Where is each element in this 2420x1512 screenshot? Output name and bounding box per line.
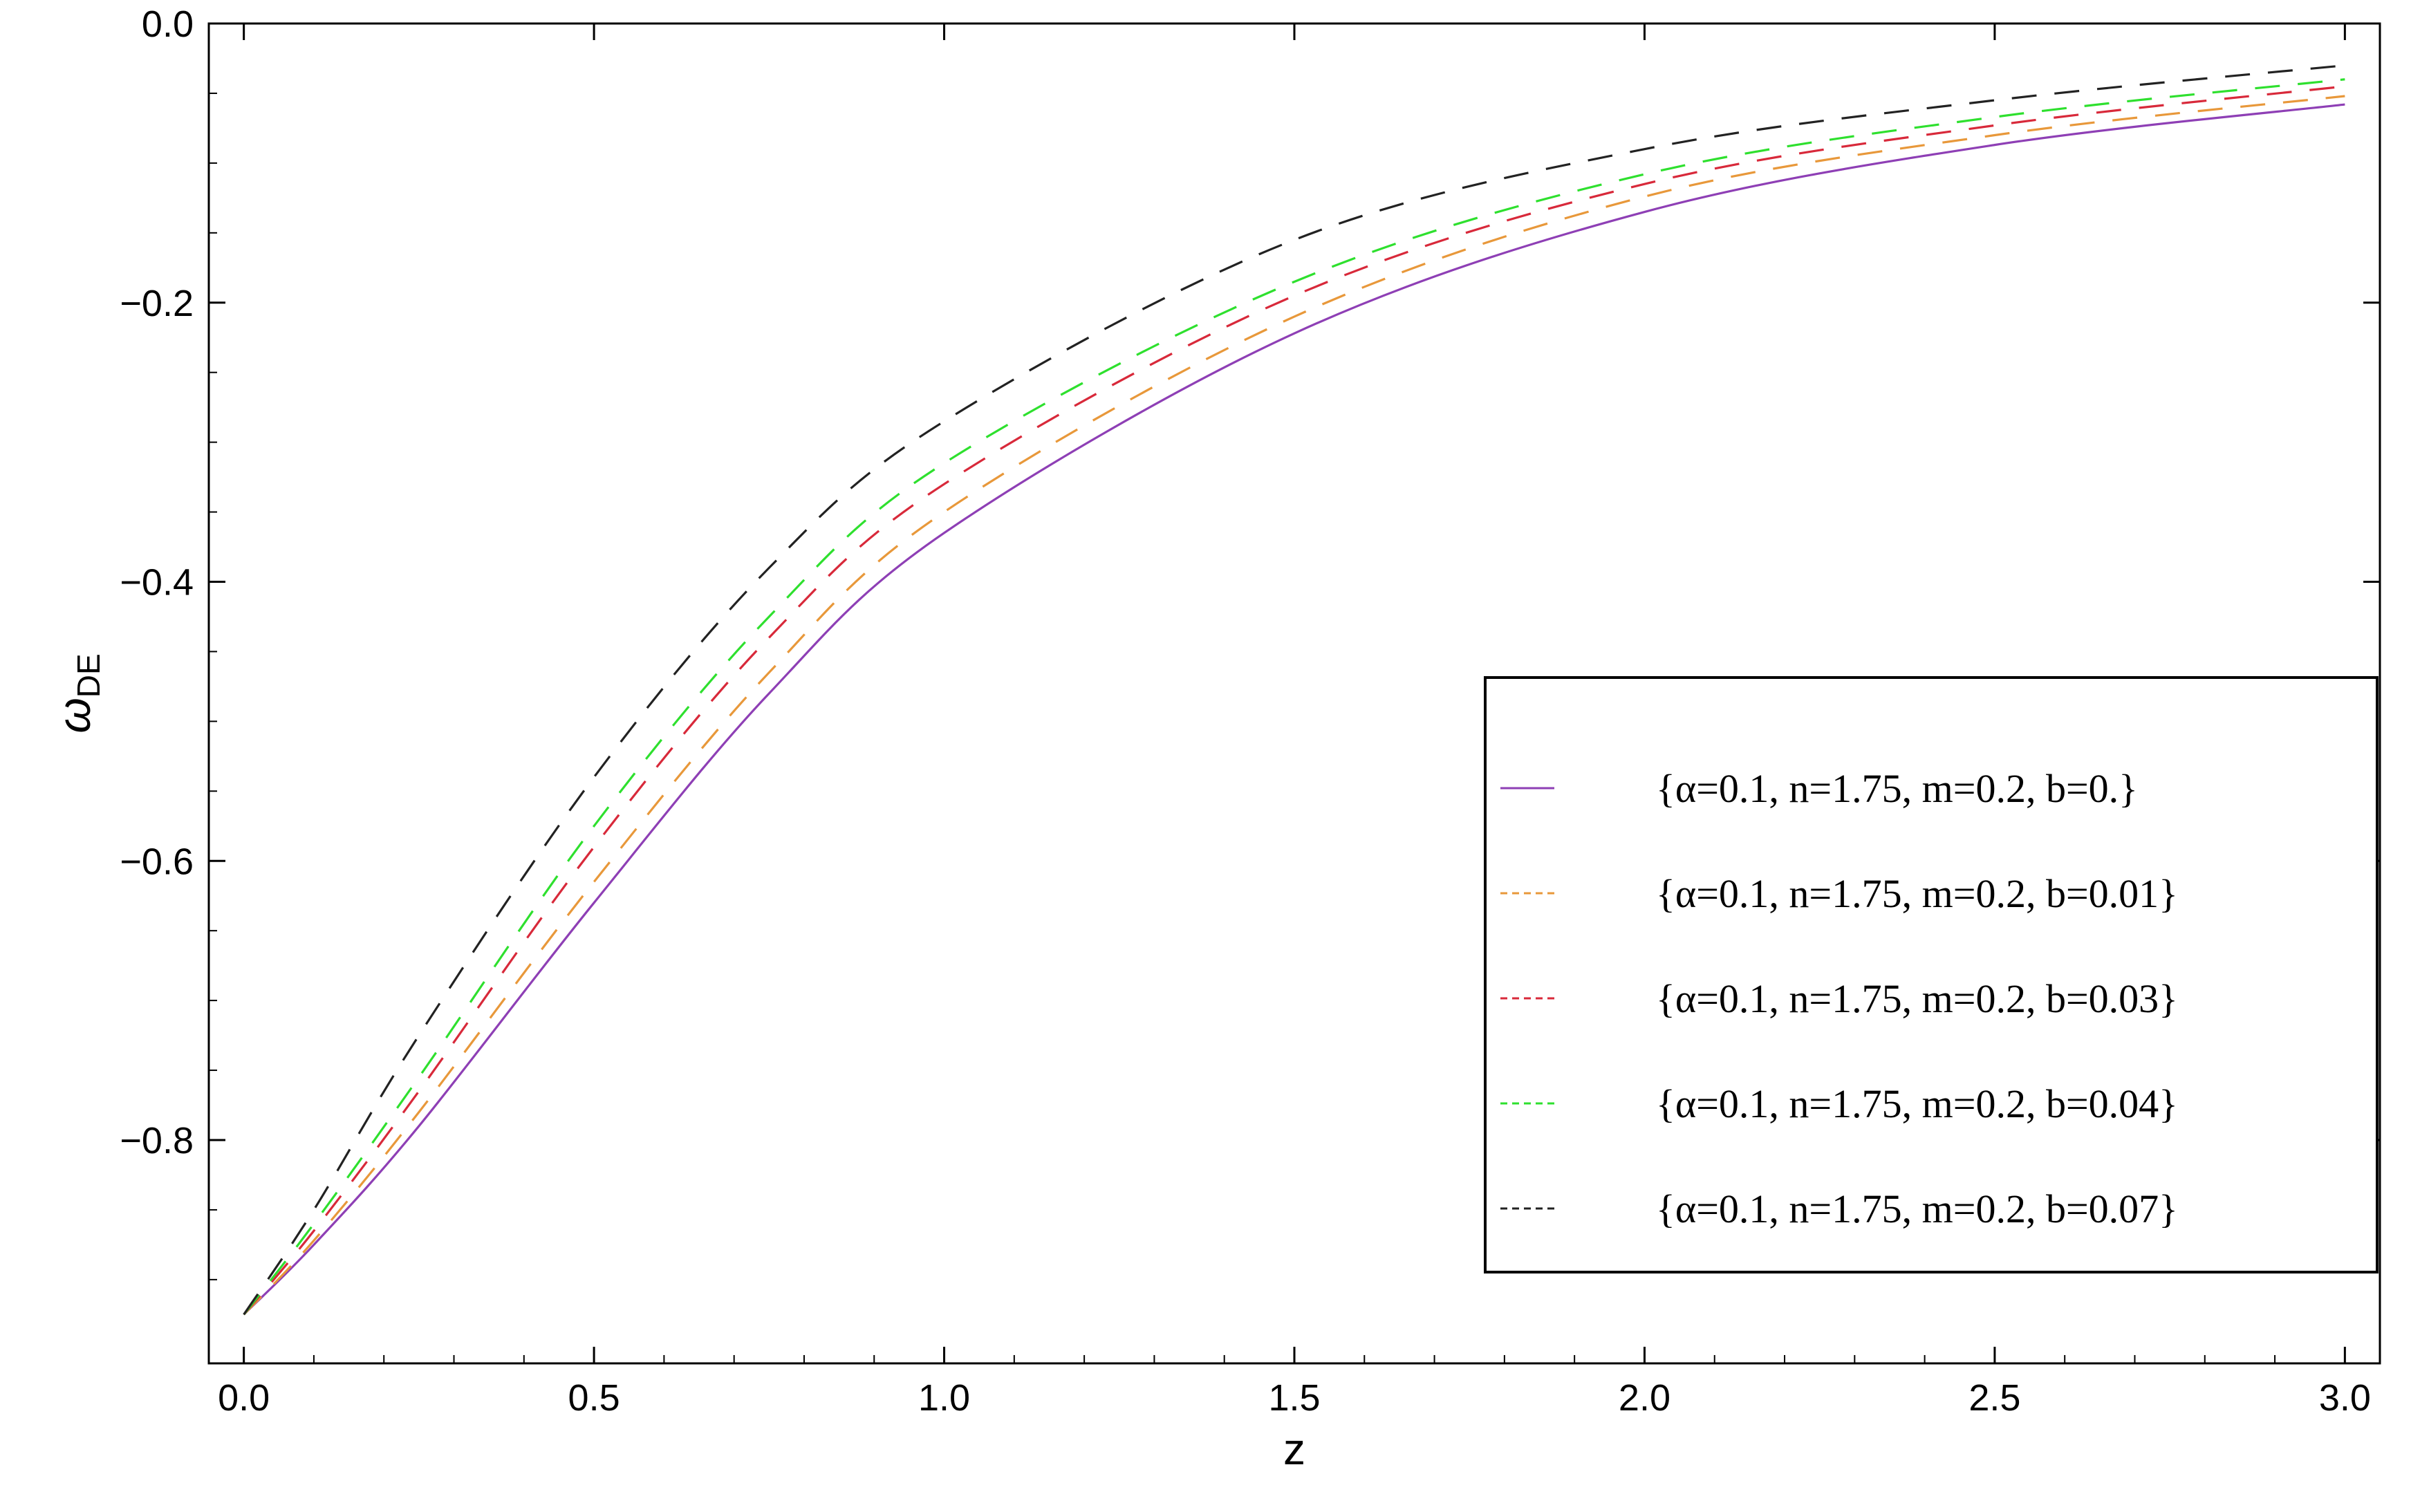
y-tick-label: 0.0 (142, 3, 194, 45)
x-tick-label: 0.0 (218, 1377, 270, 1419)
y-axis-ticks: 0.0 −0.2 −0.4 −0.6 −0.8 (120, 3, 2380, 1280)
legend-label-2: {α=0.1, n=1.75, m=0.2, b=0.01} (1656, 871, 2178, 916)
x-tick-label: 0.5 (568, 1377, 620, 1419)
y-axis-label-subscript: DE (71, 653, 106, 698)
x-tick-label: 3.0 (2319, 1377, 2371, 1419)
legend: {α=0.1, n=1.75, m=0.2, b=0.} {α=0.1, n=1.… (1484, 676, 2379, 1273)
series-line-4 (243, 78, 2345, 1316)
x-tick-label: 1.0 (918, 1377, 970, 1419)
x-tick-label: 1.5 (1268, 1377, 1320, 1419)
x-tick-label: 2.0 (1619, 1377, 1670, 1419)
series-layer (243, 64, 2345, 1316)
series-line-5 (243, 64, 2345, 1316)
y-tick-label: −0.2 (120, 283, 194, 324)
legend-label-1: {α=0.1, n=1.75, m=0.2, b=0.} (1656, 766, 2138, 811)
x-axis-ticks: 0.0 0.5 1.0 1.5 2.0 2.5 3.0 (218, 24, 2371, 1419)
x-axis-label: z (1283, 1424, 1305, 1474)
legend-label-3: {α=0.1, n=1.75, m=0.2, b=0.03} (1656, 976, 2178, 1021)
legend-box (1484, 676, 2379, 1273)
y-tick-label: −0.8 (120, 1120, 194, 1161)
y-tick-label: −0.6 (120, 841, 194, 882)
legend-label-5: {α=0.1, n=1.75, m=0.2, b=0.07} (1656, 1186, 2178, 1231)
y-axis-label: ωDE (48, 653, 106, 733)
y-tick-label: −0.4 (120, 562, 194, 604)
x-tick-label: 2.5 (1968, 1377, 2020, 1419)
series-line-2 (243, 95, 2345, 1316)
series-line-1 (243, 103, 2345, 1316)
legend-label-4: {α=0.1, n=1.75, m=0.2, b=0.04} (1656, 1081, 2178, 1126)
